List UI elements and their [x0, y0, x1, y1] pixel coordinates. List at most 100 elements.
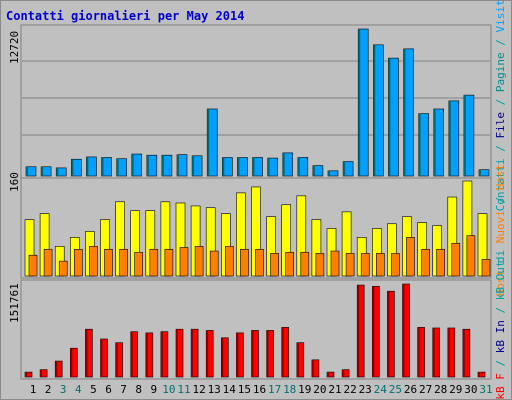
panel-kb-bars: [24, 283, 486, 378]
x-tick-label-day-24: 24: [374, 383, 388, 396]
x-tick-label-day-15: 15: [238, 383, 251, 396]
hits-bar-day-9-shade: [146, 155, 149, 176]
hits-bar-day-27-shade: [418, 113, 421, 176]
x-tick-label-day-4: 4: [75, 383, 82, 396]
x-tick-label-day-2: 2: [45, 383, 52, 396]
new-hosts-bar-day-3: [58, 260, 68, 277]
kb-bar-day-7-shade: [115, 342, 118, 377]
hits-bar-day-10-shade: [161, 155, 164, 176]
new-hosts-bar-day-17: [270, 253, 279, 277]
x-tick-label-day-6: 6: [105, 383, 112, 396]
panel-hosts: 160 Host di Nuovi / Host: [8, 164, 507, 297]
hits-bar-day-20-shade: [312, 165, 315, 176]
x-tick-label-day-30: 30: [464, 383, 477, 396]
x-axis-day-labels: 1 2 3 4 5 6 7 8 9 10 11 12 13 14 15 16 17 18 19 20 21 22 23 24 2…: [30, 383, 493, 396]
hits-bar-day-2-shade: [41, 166, 44, 176]
hits-bar-day-29-shade: [448, 100, 451, 176]
x-tick-label-day-14: 14: [223, 383, 237, 396]
kb-bar-day-12-shade: [191, 329, 194, 377]
x-tick-label-day-31: 31: [479, 383, 492, 396]
x-tick-label-day-25: 25: [389, 383, 402, 396]
legend-entry: Contatti: [494, 158, 507, 211]
new-hosts-bar-day-13: [209, 250, 219, 277]
hits-bar-day-17-shade: [267, 158, 270, 176]
new-hosts-bar-day-6: [104, 248, 113, 277]
new-hosts-bar-day-5: [89, 246, 98, 277]
x-tick-label-day-28: 28: [434, 383, 447, 396]
hits-bar-day-19-shade: [297, 157, 300, 176]
kb-bar-day-4-shade: [70, 348, 73, 377]
kb-bar-day-26-shade: [402, 284, 405, 377]
x-tick-label-day-8: 8: [135, 383, 142, 396]
legend-entry: di: [494, 243, 507, 270]
panel-hits-legend: Contatti / File / Pagine / Visite: [494, 0, 507, 211]
new-hosts-bar-day-19: [300, 251, 310, 277]
hits-bar-day-1-shade: [26, 166, 28, 176]
x-tick-label-day-16: 16: [253, 383, 266, 396]
new-hosts-bar-day-18: [285, 251, 295, 277]
kb-bar-day-24-shade: [372, 286, 375, 377]
kb-bar-day-9-shade: [145, 332, 148, 377]
kb-bar-day-6-shade: [100, 339, 103, 377]
hits-bar-day-8-shade: [131, 154, 134, 176]
legend-entry: Visite: [494, 0, 507, 32]
new-hosts-bar-day-23: [360, 253, 370, 277]
hits-bar-day-22-shade: [343, 161, 346, 176]
hits-bar-day-26-shade: [403, 48, 406, 176]
new-hosts-bar-day-28: [436, 248, 446, 277]
kb-bar-day-5-shade: [85, 329, 88, 377]
kb-bar-day-31-shade: [478, 372, 480, 377]
hits-bar-day-16-shade: [252, 157, 255, 176]
new-hosts-bar-day-11: [179, 247, 189, 277]
legend-entry: /: [494, 190, 507, 210]
hits-bar-day-24-shade: [373, 44, 376, 176]
x-tick-label-day-21: 21: [328, 383, 341, 396]
kb-bar-day-23-shade: [357, 285, 360, 377]
x-tick-label-day-17: 17: [268, 383, 281, 396]
kb-bar-day-27-shade: [417, 327, 420, 377]
x-tick-label-day-27: 27: [419, 383, 432, 396]
legend-entry: Host: [494, 270, 507, 297]
x-tick-label-day-20: 20: [313, 383, 326, 396]
hits-bar-day-21-shade: [328, 170, 330, 176]
new-hosts-bar-day-4: [74, 248, 83, 277]
x-tick-label-day-3: 3: [60, 383, 67, 396]
hits-bar-day-15-shade: [237, 157, 240, 176]
x-tick-label-day-13: 13: [208, 383, 221, 396]
new-hosts-bar-day-14: [225, 246, 234, 277]
hits-bar-day-25-shade: [388, 58, 391, 176]
legend-entry: Pagine: [494, 52, 507, 92]
panel-kb: 151761 kB F / kB In / kB Out: [8, 260, 507, 399]
x-tick-label-day-18: 18: [283, 383, 296, 396]
new-hosts-bar-day-16: [255, 248, 264, 277]
new-hosts-bar-day-12: [194, 246, 204, 277]
kb-bar-day-10-shade: [160, 331, 163, 377]
legend-entry: /: [494, 353, 507, 373]
legend-entry: Nuovi: [494, 210, 507, 243]
hits-bar-day-3-shade: [56, 167, 59, 176]
x-tick-label-day-5: 5: [90, 383, 97, 396]
legend-entry: File: [494, 112, 507, 139]
new-hosts-bar-day-8: [134, 251, 143, 277]
kb-bar-day-15-shade: [236, 332, 239, 377]
hits-bar-day-11-shade: [177, 154, 179, 176]
panel-hits-ymax-label: 12720: [8, 31, 21, 64]
x-tick-label-day-11: 11: [177, 383, 190, 396]
x-tick-label-day-12: 12: [192, 383, 205, 396]
kb-bar-day-11-shade: [176, 329, 178, 377]
kb-bar-day-29-shade: [447, 327, 450, 377]
kb-bar-day-17-shade: [266, 330, 269, 377]
hits-bar-day-31-shade: [479, 169, 481, 176]
new-hosts-bar-day-21: [330, 250, 340, 277]
legend-entry: Host: [494, 164, 507, 191]
x-tick-label-day-29: 29: [449, 383, 462, 396]
x-tick-label-day-26: 26: [404, 383, 417, 396]
kb-bar-day-25-shade: [387, 291, 390, 377]
kb-bar-day-18-shade: [281, 327, 284, 377]
kb-bar-day-14-shade: [221, 337, 224, 377]
kb-bar-day-1-shade: [25, 372, 27, 377]
new-hosts-bar-day-31: [481, 259, 491, 277]
hits-bar-day-30-shade: [463, 95, 466, 176]
kb-bar-day-13-shade: [206, 330, 209, 377]
